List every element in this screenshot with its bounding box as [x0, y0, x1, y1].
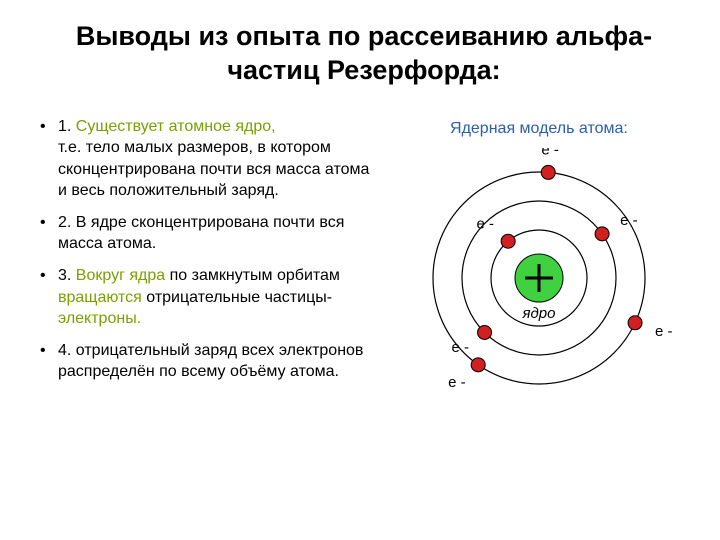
svg-text:e -: e - — [655, 323, 673, 340]
svg-text:e -: e - — [541, 148, 559, 158]
list-item: • 2. В ядре сконцентрирована почти вся м… — [40, 212, 382, 255]
bullet-text: 4. отрицательный заряд всех электронов р… — [58, 340, 382, 383]
bullet-mid: по замкнутым орбитам — [170, 267, 340, 284]
bullet-icon: • — [40, 265, 58, 330]
list-item: • 1. Существует атомное ядро, т.е. тело … — [40, 116, 382, 202]
slide-body: • 1. Существует атомное ядро, т.е. тело … — [40, 116, 688, 418]
bullet-highlight: Вокруг ядра — [76, 267, 165, 284]
bullet-highlight: электроны. — [58, 310, 141, 327]
bullet-list: • 1. Существует атомное ядро, т.е. тело … — [40, 116, 382, 384]
bullet-icon: • — [40, 116, 58, 202]
bullet-number: 4. — [58, 342, 71, 359]
diagram-caption: Ядерная модель атома: — [450, 120, 628, 138]
diagram-column: Ядерная модель атома: ядро e - e - e - e - e … — [390, 116, 688, 418]
bullet-text: 2. В ядре сконцентрирована почти вся мас… — [58, 212, 382, 255]
svg-text:e -: e - — [620, 212, 638, 229]
bullet-number: 1. — [58, 118, 71, 135]
bullet-highlight: Существует атомное ядро, — [76, 118, 276, 135]
text-column: • 1. Существует атомное ядро, т.е. тело … — [40, 116, 390, 418]
bullet-number: 2. — [58, 214, 71, 231]
slide: Выводы из опыта по рассеиванию альфа-час… — [0, 0, 720, 540]
bullet-rest: отрицательный заряд всех электронов расп… — [58, 342, 363, 381]
bullet-icon: • — [40, 340, 58, 383]
slide-title: Выводы из опыта по рассеиванию альфа-час… — [40, 20, 688, 88]
list-item: • 4. отрицательный заряд всех электронов… — [40, 340, 382, 383]
list-item: • 3. Вокруг ядра по замкнутым орбитам вр… — [40, 265, 382, 330]
bullet-text: 1. Существует атомное ядро, т.е. тело ма… — [58, 116, 382, 202]
bullet-icon: • — [40, 212, 58, 255]
svg-text:ядро: ядро — [521, 305, 555, 322]
svg-text:e -: e - — [451, 339, 469, 356]
svg-text:e -: e - — [476, 215, 494, 232]
bullet-highlight: вращаются — [58, 289, 142, 306]
svg-text:e -: e - — [448, 373, 466, 390]
bullet-mid: отрицательные частицы- — [146, 289, 332, 306]
bullet-number: 3. — [58, 267, 71, 284]
bullet-rest: т.е. тело малых размеров, в котором скон… — [58, 139, 369, 199]
bullet-text: 3. Вокруг ядра по замкнутым орбитам вращ… — [58, 265, 382, 330]
atom-diagram: ядро e - e - e - e - e - e - — [404, 148, 674, 418]
bullet-rest: В ядре сконцентрирована почти вся масса … — [58, 214, 344, 253]
